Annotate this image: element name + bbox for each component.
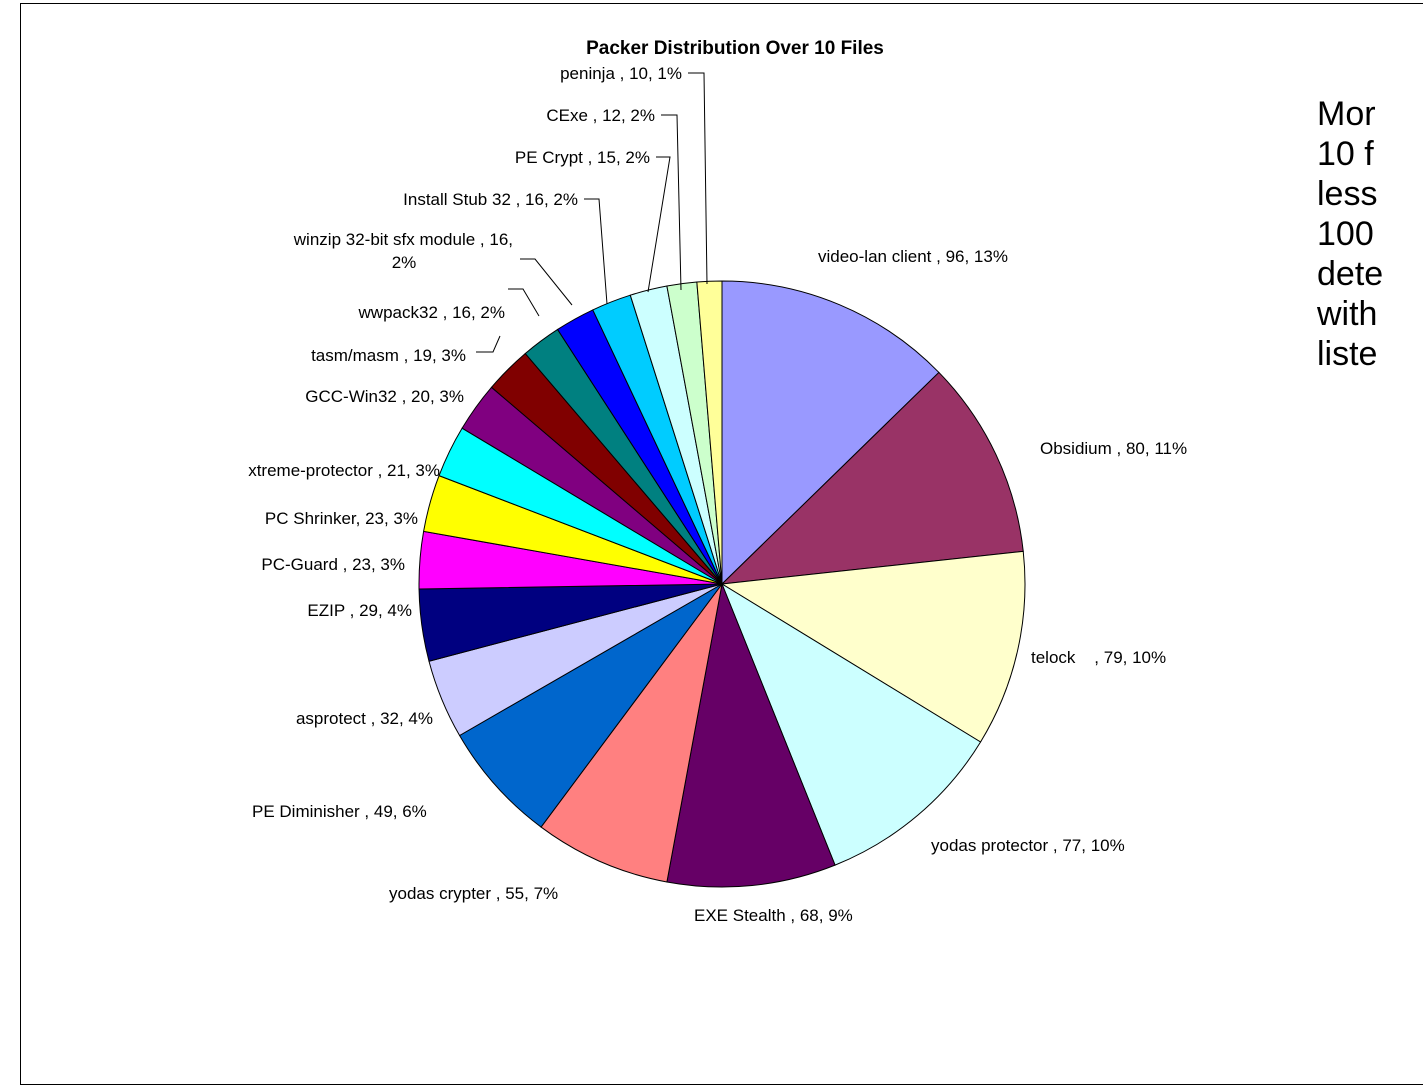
leader-lines bbox=[476, 72, 708, 353]
leader-line bbox=[476, 335, 501, 353]
leader-line bbox=[661, 114, 682, 291]
leader-line bbox=[520, 258, 573, 306]
side-note-line: 10 f bbox=[1317, 135, 1374, 173]
slice-label: Obsidium , 80, 11% bbox=[1040, 439, 1187, 458]
side-note-line: less bbox=[1317, 175, 1378, 213]
pie-slice bbox=[458, 583, 723, 828]
slice-label: PC-Guard , 23, 3% bbox=[261, 555, 405, 574]
slice-label: EZIP , 29, 4% bbox=[307, 601, 412, 620]
chart-title: Packer Distribution Over 10 Files bbox=[586, 38, 884, 59]
slice-label: telock , 79, 10% bbox=[1031, 648, 1166, 667]
pie-slice bbox=[721, 280, 940, 586]
slice-label: tasm/masm , 19, 3% bbox=[311, 346, 466, 365]
slice-label: xtreme-protector , 21, 3% bbox=[248, 461, 440, 480]
slice-label: peninja , 10, 1% bbox=[560, 64, 682, 83]
slice-label: GCC-Win32 , 20, 3% bbox=[305, 387, 464, 406]
pie-slices bbox=[418, 280, 1026, 888]
slice-label: Install Stub 32 , 16, 2% bbox=[403, 190, 578, 209]
slice-label: asprotect , 32, 4% bbox=[296, 709, 433, 728]
slice-label: PC Shrinker, 23, 3% bbox=[265, 509, 418, 528]
pie-slice bbox=[666, 582, 836, 888]
slice-labels: video-lan client , 96, 13% Obsidium , 80,… bbox=[248, 64, 1187, 925]
pie-slice bbox=[540, 583, 723, 883]
slice-label: PE Crypt , 15, 2% bbox=[515, 148, 650, 167]
pie-slice bbox=[720, 550, 1026, 743]
side-note-line: Mor bbox=[1317, 95, 1376, 133]
leader-line bbox=[688, 72, 708, 285]
pie-slice bbox=[720, 582, 982, 866]
side-note-line: liste bbox=[1317, 335, 1378, 373]
pie-slice bbox=[696, 280, 723, 585]
slice-label: video-lan client , 96, 13% bbox=[818, 247, 1008, 266]
side-note-line: dete bbox=[1317, 255, 1384, 293]
pie-slice bbox=[720, 371, 1024, 585]
slice-label: yodas crypter , 55, 7% bbox=[389, 884, 558, 903]
slice-label: winzip 32-bit sfx module , 16, 2% bbox=[293, 230, 513, 272]
slice-label: EXE Stealth , 68, 9% bbox=[694, 906, 853, 925]
side-note: Mor 10 f less 100 dete with liste bbox=[1317, 94, 1423, 374]
slice-label: yodas protector , 77, 10% bbox=[931, 836, 1125, 855]
leader-line bbox=[647, 156, 671, 293]
side-note-line: with bbox=[1317, 295, 1378, 333]
leader-line bbox=[508, 288, 540, 317]
side-note-line: 100 bbox=[1317, 215, 1374, 253]
slice-label: CExe , 12, 2% bbox=[546, 106, 655, 125]
slice-label: wwpack32 , 16, 2% bbox=[358, 303, 505, 322]
leader-line bbox=[584, 198, 608, 305]
slice-label: PE Diminisher , 49, 6% bbox=[252, 802, 427, 821]
